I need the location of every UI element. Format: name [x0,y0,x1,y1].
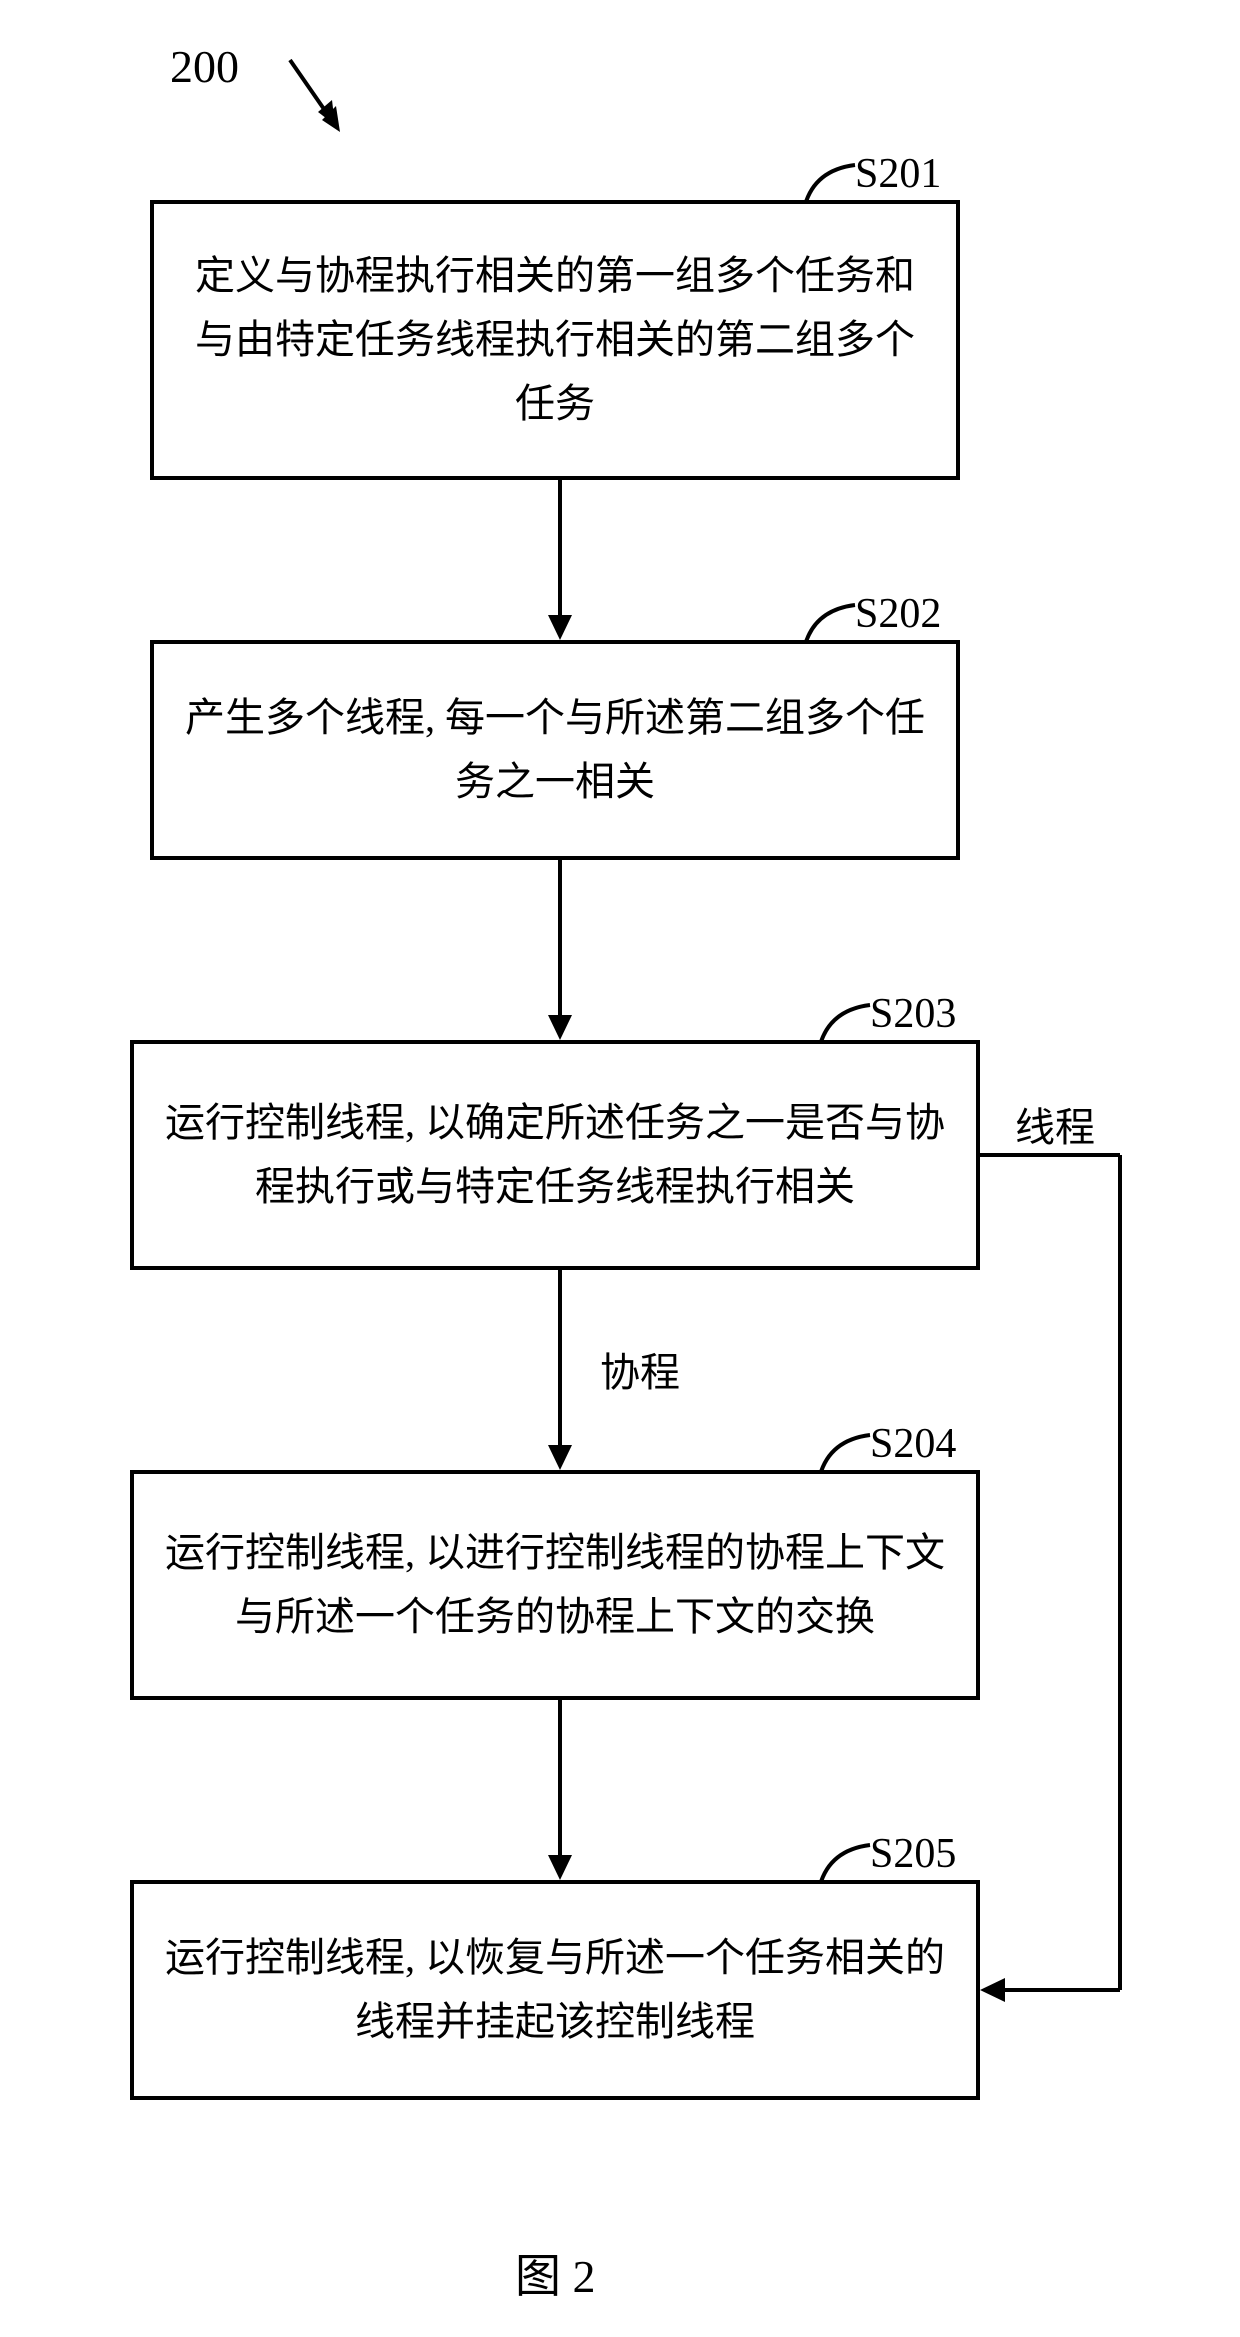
box-s205: 运行控制线程, 以恢复与所述一个任务相关的线程并挂起该控制线程 [130,1880,980,2100]
edge-label-coroutine: 协程 [600,1340,680,1398]
arrow-s203-s205-thread [980,1150,1150,2000]
box-s204: 运行控制线程, 以进行控制线程的协程上下文与所述一个任务的协程上下文的交换 [130,1470,980,1700]
arrow-s203-s204 [540,1270,580,1475]
arrow-s202-s203 [540,860,580,1045]
box-s203-text: 运行控制线程, 以确定所述任务之一是否与协程执行或与特定任务线程执行相关 [164,1091,946,1219]
arrow-s201-s202 [540,480,580,645]
box-s204-text: 运行控制线程, 以进行控制线程的协程上下文与所述一个任务的协程上下文的交换 [164,1521,946,1649]
edge-label-thread: 线程 [1015,1095,1095,1153]
box-s202: 产生多个线程, 每一个与所述第二组多个任务之一相关 [150,640,960,860]
box-s201: 定义与协程执行相关的第一组多个任务和与由特定任务线程执行相关的第二组多个任务 [150,200,960,480]
figure-label: 图 2 [515,2240,596,2306]
diagram-id: 200 [170,40,239,93]
title-arrow-icon [280,50,360,160]
arrow-s204-s205 [540,1700,580,1885]
flowchart-diagram: 200 S201 定义与协程执行相关的第一组多个任务和与由特定任务线程执行相关的… [0,0,1240,2337]
box-s201-text: 定义与协程执行相关的第一组多个任务和与由特定任务线程执行相关的第二组多个任务 [184,244,926,436]
box-s203: 运行控制线程, 以确定所述任务之一是否与协程执行或与特定任务线程执行相关 [130,1040,980,1270]
box-s202-text: 产生多个线程, 每一个与所述第二组多个任务之一相关 [184,686,926,814]
box-s205-text: 运行控制线程, 以恢复与所述一个任务相关的线程并挂起该控制线程 [164,1926,946,2054]
